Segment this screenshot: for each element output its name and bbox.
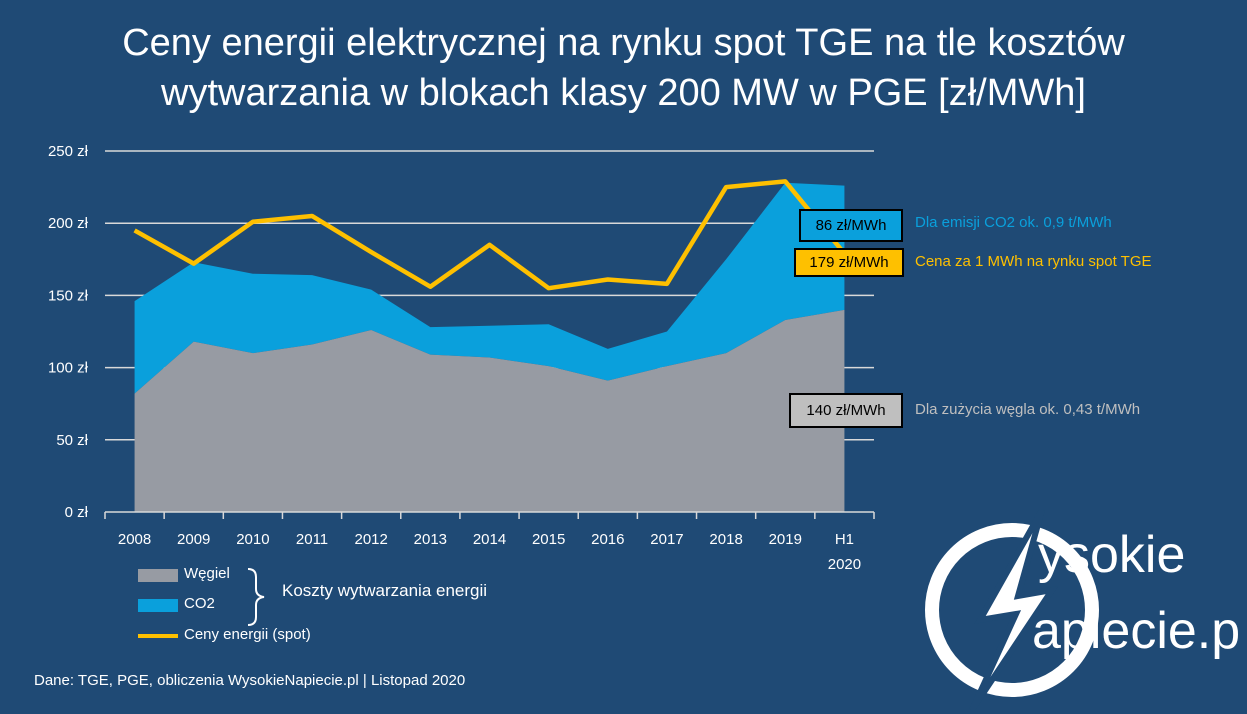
y-tick-label: 50 zł — [56, 432, 88, 449]
x-axis-labels: 2008 2009 2010 2011 2012 2013 2014 2015 2016 2017… — [118, 531, 861, 573]
x-tick-label: 2014 — [473, 531, 506, 548]
area-coal — [134, 309, 845, 512]
y-tick-label: 0 zł — [65, 504, 89, 521]
area-co2 — [134, 182, 845, 394]
line-spot-price — [133, 179, 847, 291]
legend-brace-icon — [247, 568, 265, 626]
callout-co2-text: Dla emisji CO2 ok. 0,9 t/MWh — [915, 214, 1112, 231]
y-tick-label: 250 zł — [48, 143, 89, 160]
logo-text-line-2: apiecie.pl — [1032, 602, 1240, 660]
x-tick-label: 2020 — [828, 556, 861, 573]
callout-price-value: 179 zł/MWh — [794, 248, 904, 277]
legend-line-spot-price — [138, 634, 178, 638]
logo-text-line-1: ysokie — [1038, 526, 1185, 584]
legend-group-label: Koszty wytwarzania energii — [282, 581, 488, 600]
legend-swatch-coal — [138, 569, 178, 582]
legend-label-coal: Węgiel — [184, 565, 230, 582]
callout-co2-value: 86 zł/MWh — [799, 209, 903, 242]
legend-label-co2: CO2 — [184, 595, 215, 612]
chart-title-line-1: Ceny energii elektrycznej na rynku spot … — [122, 22, 1125, 64]
y-tick-label: 100 zł — [48, 360, 89, 377]
chart-title: Ceny energii elektrycznej na rynku spot … — [0, 18, 1247, 118]
line-series — [133, 179, 847, 291]
logo-lightning-icon — [969, 510, 1059, 710]
source-note: Dane: TGE, PGE, obliczenia WysokieNapiec… — [34, 672, 466, 689]
logo-circle-icon — [925, 523, 1099, 697]
x-tick-label: 2013 — [414, 531, 447, 548]
x-tick-label: 2010 — [236, 531, 269, 548]
x-tick-label: 2016 — [591, 531, 624, 548]
y-axis-labels: 0 zł 50 zł 100 zł 150 zł 200 zł 250 zł — [48, 143, 89, 521]
area-series — [134, 182, 845, 512]
callout-coal-text: Dla zużycia węgla ok. 0,43 t/MWh — [915, 401, 1141, 418]
x-tick-label: 2017 — [650, 531, 683, 548]
callout-price-text: Cena za 1 MWh na rynku spot TGE — [915, 253, 1152, 270]
x-tick-label: 2019 — [769, 531, 802, 548]
x-tick-label: 2015 — [532, 531, 565, 548]
y-tick-label: 200 zł — [48, 215, 89, 232]
y-tick-label: 150 zł — [48, 287, 89, 304]
x-tick-label: 2011 — [296, 531, 328, 548]
legend-label-spot-price: Ceny energii (spot) — [184, 626, 311, 643]
wysokie-napiecie-logo: ysokie apiecie.pl — [925, 510, 1240, 710]
x-tick-label: 2009 — [177, 531, 210, 548]
chart-title-line-2: wytwarzania w blokach klasy 200 MW w PGE… — [161, 72, 1086, 114]
axes — [104, 511, 875, 519]
x-tick-label: 2018 — [709, 531, 742, 548]
x-tick-label: 2012 — [355, 531, 388, 548]
x-tick-label: H1 — [835, 531, 854, 548]
callout-coal-value: 140 zł/MWh — [789, 393, 903, 428]
x-tick-label: 2008 — [118, 531, 151, 548]
legend-swatch-co2 — [138, 599, 178, 612]
